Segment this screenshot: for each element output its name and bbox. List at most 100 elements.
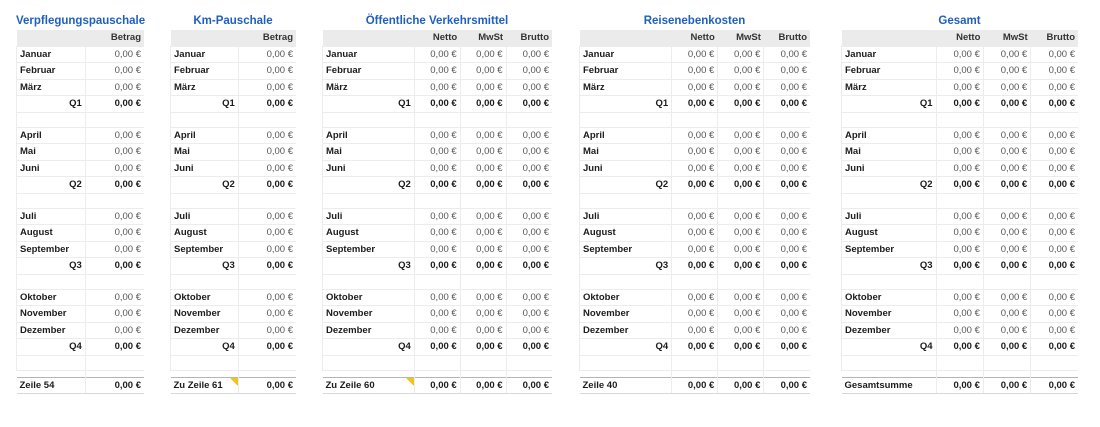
column-header[interactable]: Netto — [936, 30, 984, 47]
value-cell[interactable]: 0,00 € — [936, 46, 984, 63]
quarter-value-cell[interactable]: 0,00 € — [763, 176, 810, 194]
total-value-cell[interactable]: 0,00 € — [717, 376, 765, 394]
empty-cell[interactable] — [841, 112, 937, 128]
value-cell[interactable]: 0,00 € — [671, 208, 719, 225]
quarter-value-cell[interactable]: 0,00 € — [1030, 95, 1078, 113]
value-cell[interactable]: 0,00 € — [936, 160, 984, 177]
month-label[interactable]: Januar — [16, 46, 86, 63]
empty-cell[interactable] — [936, 355, 984, 371]
quarter-value-cell[interactable]: 0,00 € — [983, 257, 1032, 275]
empty-cell[interactable] — [506, 193, 552, 209]
value-cell[interactable]: 0,00 € — [238, 127, 296, 144]
empty-cell[interactable] — [170, 112, 239, 128]
month-label[interactable]: April — [16, 127, 86, 144]
empty-cell[interactable] — [841, 355, 937, 371]
quarter-value-cell[interactable]: 0,00 € — [85, 176, 144, 194]
value-cell[interactable]: 0,00 € — [460, 305, 507, 323]
quarter-label[interactable]: Q3 — [322, 257, 415, 275]
value-cell[interactable]: 0,00 € — [763, 241, 810, 258]
quarter-value-cell[interactable]: 0,00 € — [936, 257, 984, 275]
quarter-value-cell[interactable]: 0,00 € — [414, 176, 461, 194]
value-cell[interactable]: 0,00 € — [85, 289, 144, 306]
empty-cell[interactable] — [717, 274, 765, 290]
value-cell[interactable]: 0,00 € — [238, 241, 296, 258]
value-cell[interactable]: 0,00 € — [983, 305, 1032, 323]
month-label[interactable]: Juli — [170, 208, 239, 225]
value-cell[interactable]: 0,00 € — [460, 208, 507, 225]
value-cell[interactable]: 0,00 € — [936, 127, 984, 144]
month-label[interactable]: Februar — [170, 62, 239, 80]
quarter-value-cell[interactable]: 0,00 € — [717, 95, 765, 113]
empty-cell[interactable] — [414, 193, 461, 209]
quarter-label[interactable]: Q2 — [16, 176, 86, 194]
month-label[interactable]: September — [841, 241, 937, 258]
value-cell[interactable]: 0,00 € — [506, 143, 552, 161]
empty-cell[interactable] — [841, 193, 937, 209]
value-cell[interactable]: 0,00 € — [671, 305, 719, 323]
month-label[interactable]: Februar — [16, 62, 86, 80]
value-cell[interactable]: 0,00 € — [85, 62, 144, 80]
value-cell[interactable]: 0,00 € — [506, 46, 552, 63]
value-cell[interactable]: 0,00 € — [1030, 62, 1078, 80]
value-cell[interactable]: 0,00 € — [506, 127, 552, 144]
quarter-label[interactable]: Q4 — [322, 338, 415, 356]
empty-cell[interactable] — [578, 193, 673, 209]
value-cell[interactable]: 0,00 € — [506, 79, 552, 96]
value-cell[interactable]: 0,00 € — [414, 160, 461, 177]
empty-cell[interactable] — [671, 112, 719, 128]
empty-cell[interactable] — [506, 355, 552, 371]
value-cell[interactable]: 0,00 € — [763, 143, 810, 161]
quarter-value-cell[interactable]: 0,00 € — [414, 95, 461, 113]
total-value-cell[interactable]: 0,00 € — [414, 376, 461, 394]
quarter-value-cell[interactable]: 0,00 € — [85, 338, 144, 356]
total-value-cell[interactable]: 0,00 € — [506, 376, 552, 394]
value-cell[interactable]: 0,00 € — [1030, 160, 1078, 177]
month-label[interactable]: Juni — [322, 160, 415, 177]
total-label[interactable]: Gesamtsumme — [841, 376, 937, 394]
value-cell[interactable]: 0,00 € — [936, 305, 984, 323]
quarter-label[interactable]: Q1 — [841, 95, 937, 113]
empty-cell[interactable] — [414, 274, 461, 290]
empty-cell[interactable] — [238, 112, 296, 128]
total-value-cell[interactable]: 0,00 € — [983, 376, 1032, 394]
quarter-label[interactable]: Q3 — [578, 257, 673, 275]
value-cell[interactable]: 0,00 € — [983, 127, 1032, 144]
value-cell[interactable]: 0,00 € — [936, 224, 984, 242]
month-label[interactable]: Juli — [841, 208, 937, 225]
quarter-label[interactable]: Q3 — [841, 257, 937, 275]
value-cell[interactable]: 0,00 € — [85, 160, 144, 177]
quarter-value-cell[interactable]: 0,00 € — [763, 257, 810, 275]
value-cell[interactable]: 0,00 € — [983, 208, 1032, 225]
empty-cell[interactable] — [983, 193, 1032, 209]
quarter-value-cell[interactable]: 0,00 € — [506, 95, 552, 113]
quarter-value-cell[interactable]: 0,00 € — [506, 338, 552, 356]
empty-cell[interactable] — [578, 274, 673, 290]
value-cell[interactable]: 0,00 € — [1030, 305, 1078, 323]
empty-cell[interactable] — [671, 193, 719, 209]
value-cell[interactable]: 0,00 € — [671, 160, 719, 177]
quarter-value-cell[interactable]: 0,00 € — [936, 338, 984, 356]
total-label[interactable]: Zu Zeile 61 — [170, 376, 239, 394]
value-cell[interactable]: 0,00 € — [414, 322, 461, 339]
empty-cell[interactable] — [322, 355, 415, 371]
value-cell[interactable]: 0,00 € — [936, 322, 984, 339]
month-label[interactable]: Februar — [841, 62, 937, 80]
column-header[interactable]: Netto — [671, 30, 718, 47]
empty-cell[interactable] — [506, 112, 552, 128]
empty-cell[interactable] — [322, 274, 415, 290]
value-cell[interactable]: 0,00 € — [983, 143, 1032, 161]
empty-cell[interactable] — [16, 355, 86, 371]
value-cell[interactable]: 0,00 € — [238, 62, 296, 80]
empty-cell[interactable] — [936, 193, 984, 209]
value-cell[interactable]: 0,00 € — [238, 224, 296, 242]
quarter-label[interactable]: Q3 — [170, 257, 239, 275]
value-cell[interactable]: 0,00 € — [983, 46, 1032, 63]
value-cell[interactable]: 0,00 € — [238, 305, 296, 323]
value-cell[interactable]: 0,00 € — [936, 143, 984, 161]
empty-cell[interactable] — [322, 112, 415, 128]
value-cell[interactable]: 0,00 € — [238, 143, 296, 161]
month-label[interactable]: Juni — [170, 160, 239, 177]
quarter-value-cell[interactable]: 0,00 € — [460, 176, 507, 194]
empty-cell[interactable] — [936, 112, 984, 128]
comment-marker-icon[interactable] — [229, 377, 238, 386]
